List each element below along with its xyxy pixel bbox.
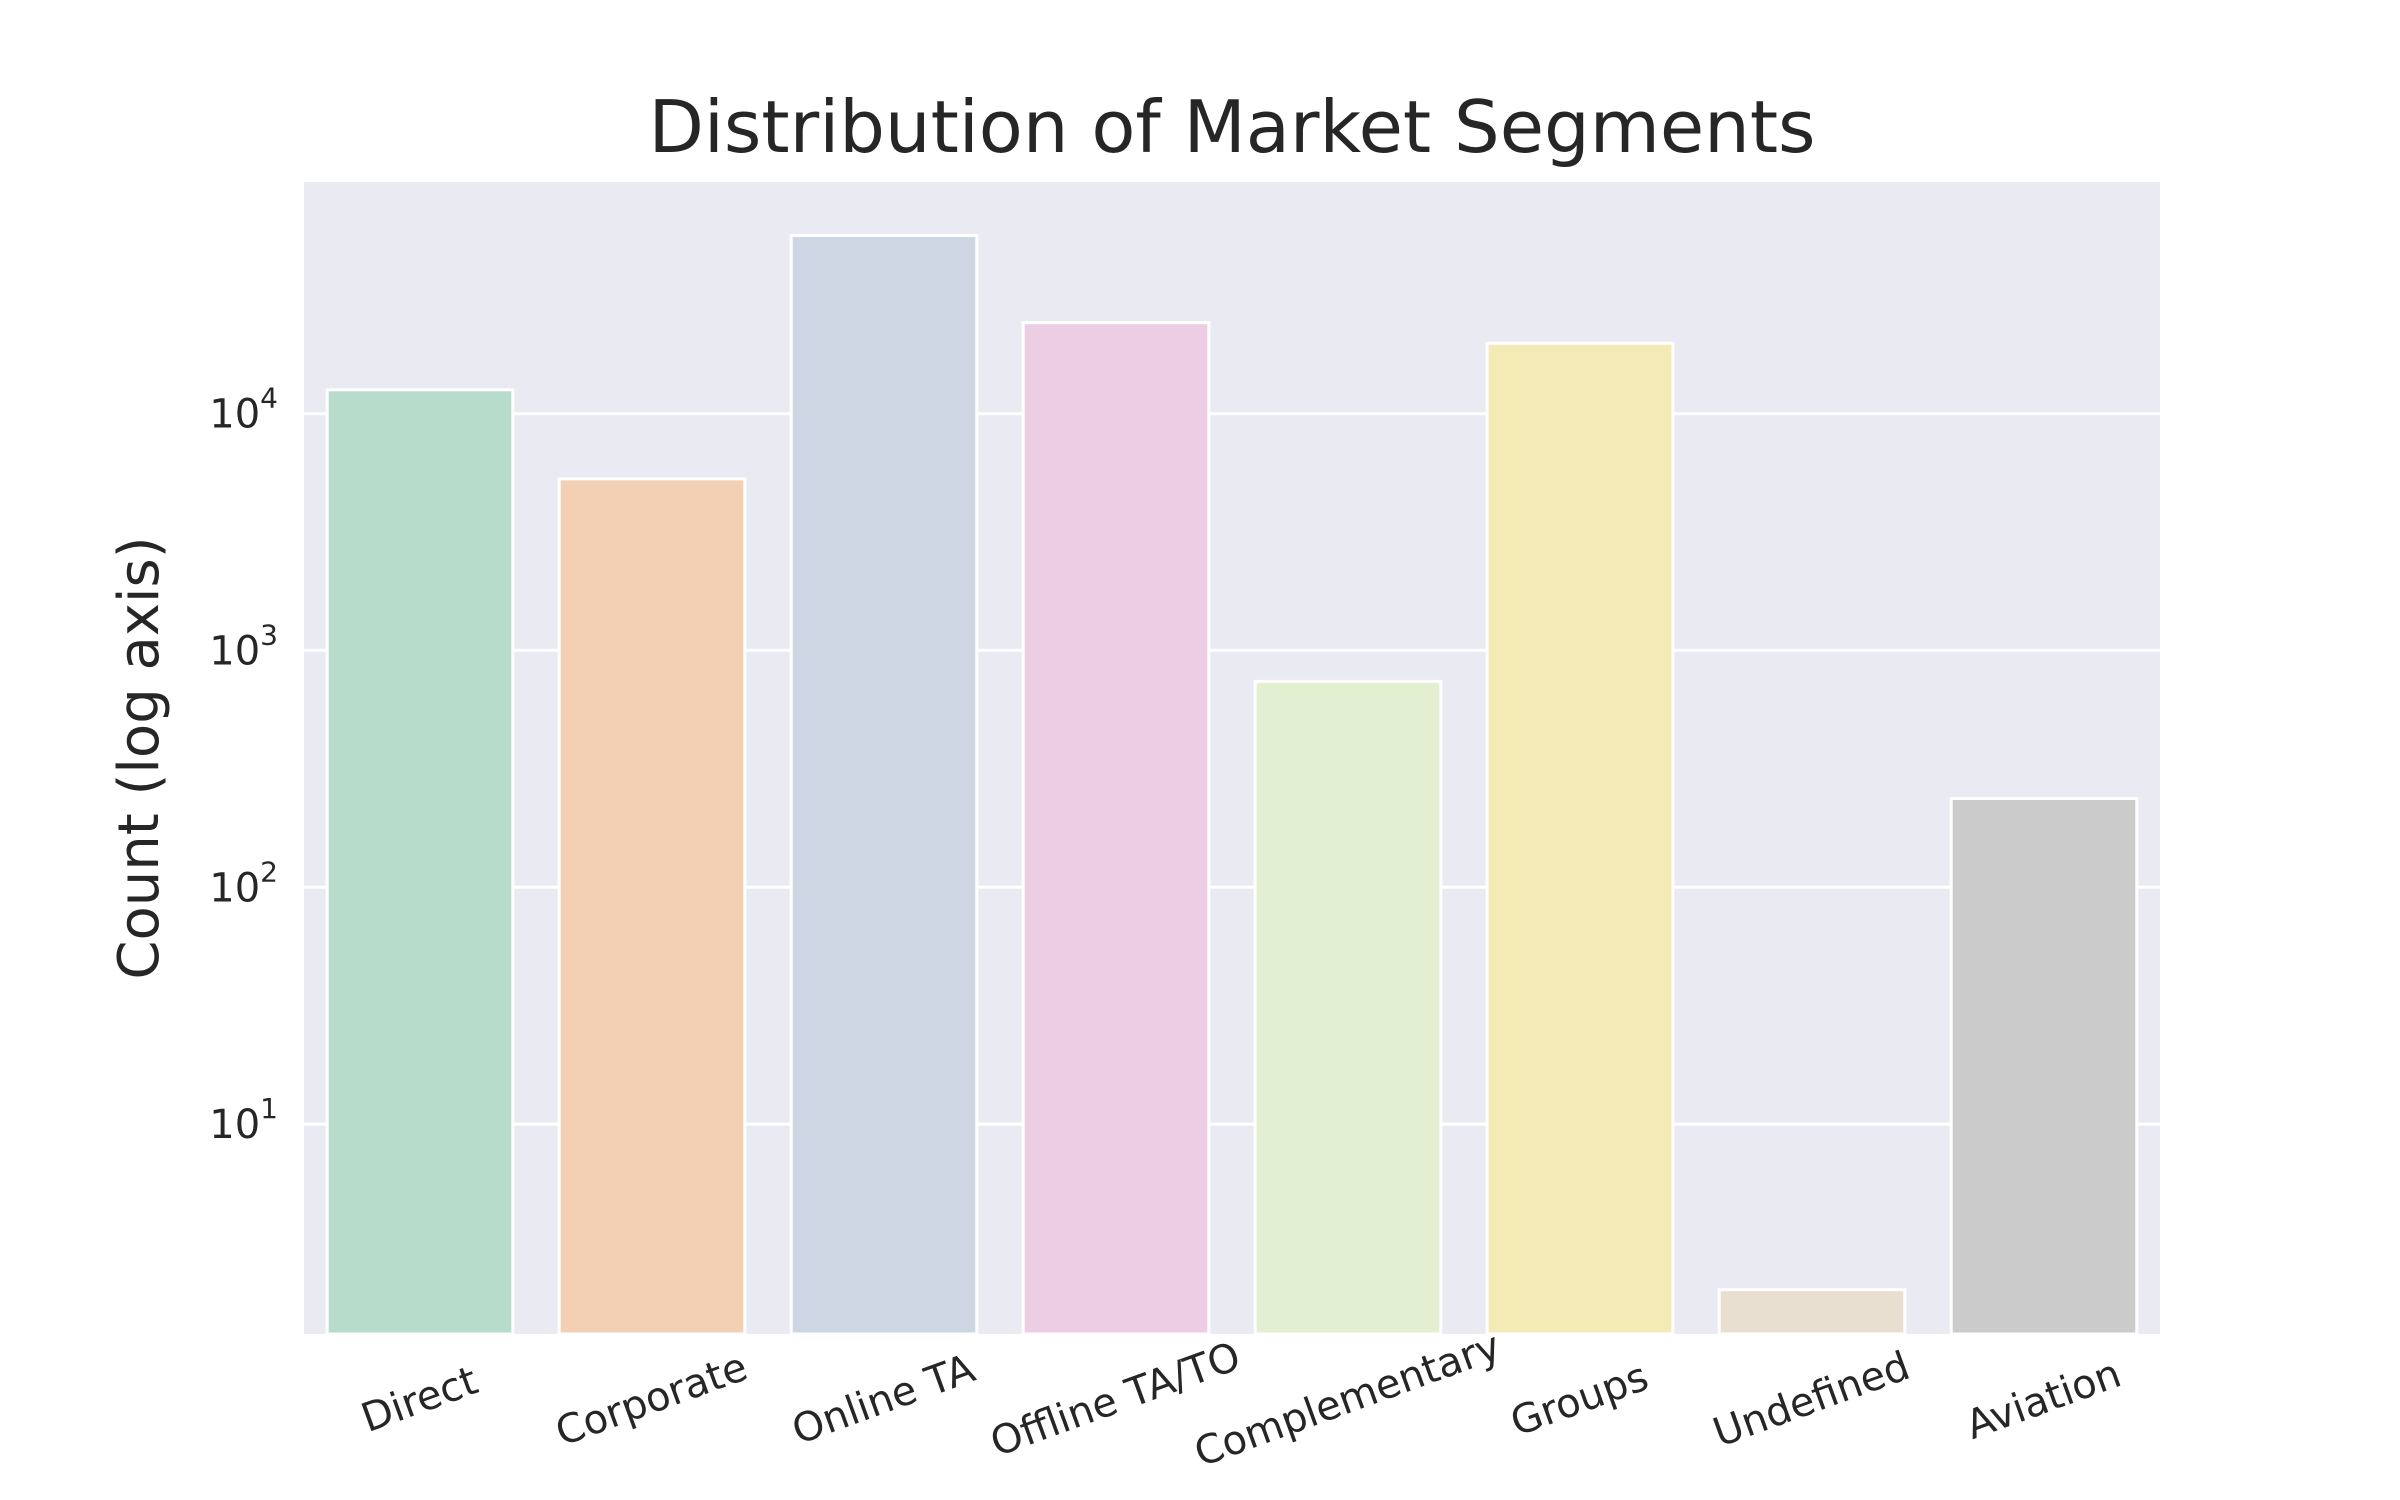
- x-tick-label: Direct: [355, 1358, 483, 1442]
- x-tick-labels: Direct Corporate Online TA Offline TA/TOCom…: [355, 1323, 2127, 1476]
- y-tick-label: 104: [209, 382, 278, 438]
- bar-complementary: [1253, 679, 1443, 1336]
- bar-online-ta: [789, 233, 979, 1336]
- x-tick-label: Corporate: [550, 1344, 754, 1456]
- bar-offline-ta-to: [1021, 321, 1211, 1336]
- x-tick-label: Groups: [1505, 1354, 1655, 1446]
- bar-groups: [1485, 341, 1675, 1336]
- bar-aviation: [1949, 797, 2139, 1336]
- y-tick-label: 101: [209, 1092, 278, 1148]
- x-tick-label: Aviation: [1960, 1351, 2127, 1449]
- bars: [325, 233, 2139, 1336]
- bar-direct: [325, 388, 515, 1336]
- y-tick-label: 102: [209, 855, 278, 911]
- x-tick-label: Complementary: [1189, 1323, 1507, 1476]
- y-axis-label: Count (log axis): [107, 536, 172, 979]
- y-tick-label: 103: [209, 618, 278, 674]
- chart-title: Distribution of Market Segments: [648, 85, 1815, 169]
- y-tick-labels: 101 102 103 104: [209, 382, 278, 1149]
- bar-undefined: [1717, 1288, 1907, 1336]
- x-tick-label: Undefined: [1707, 1343, 1916, 1456]
- bar-corporate: [557, 477, 747, 1336]
- x-tick-label: Online TA: [786, 1345, 981, 1454]
